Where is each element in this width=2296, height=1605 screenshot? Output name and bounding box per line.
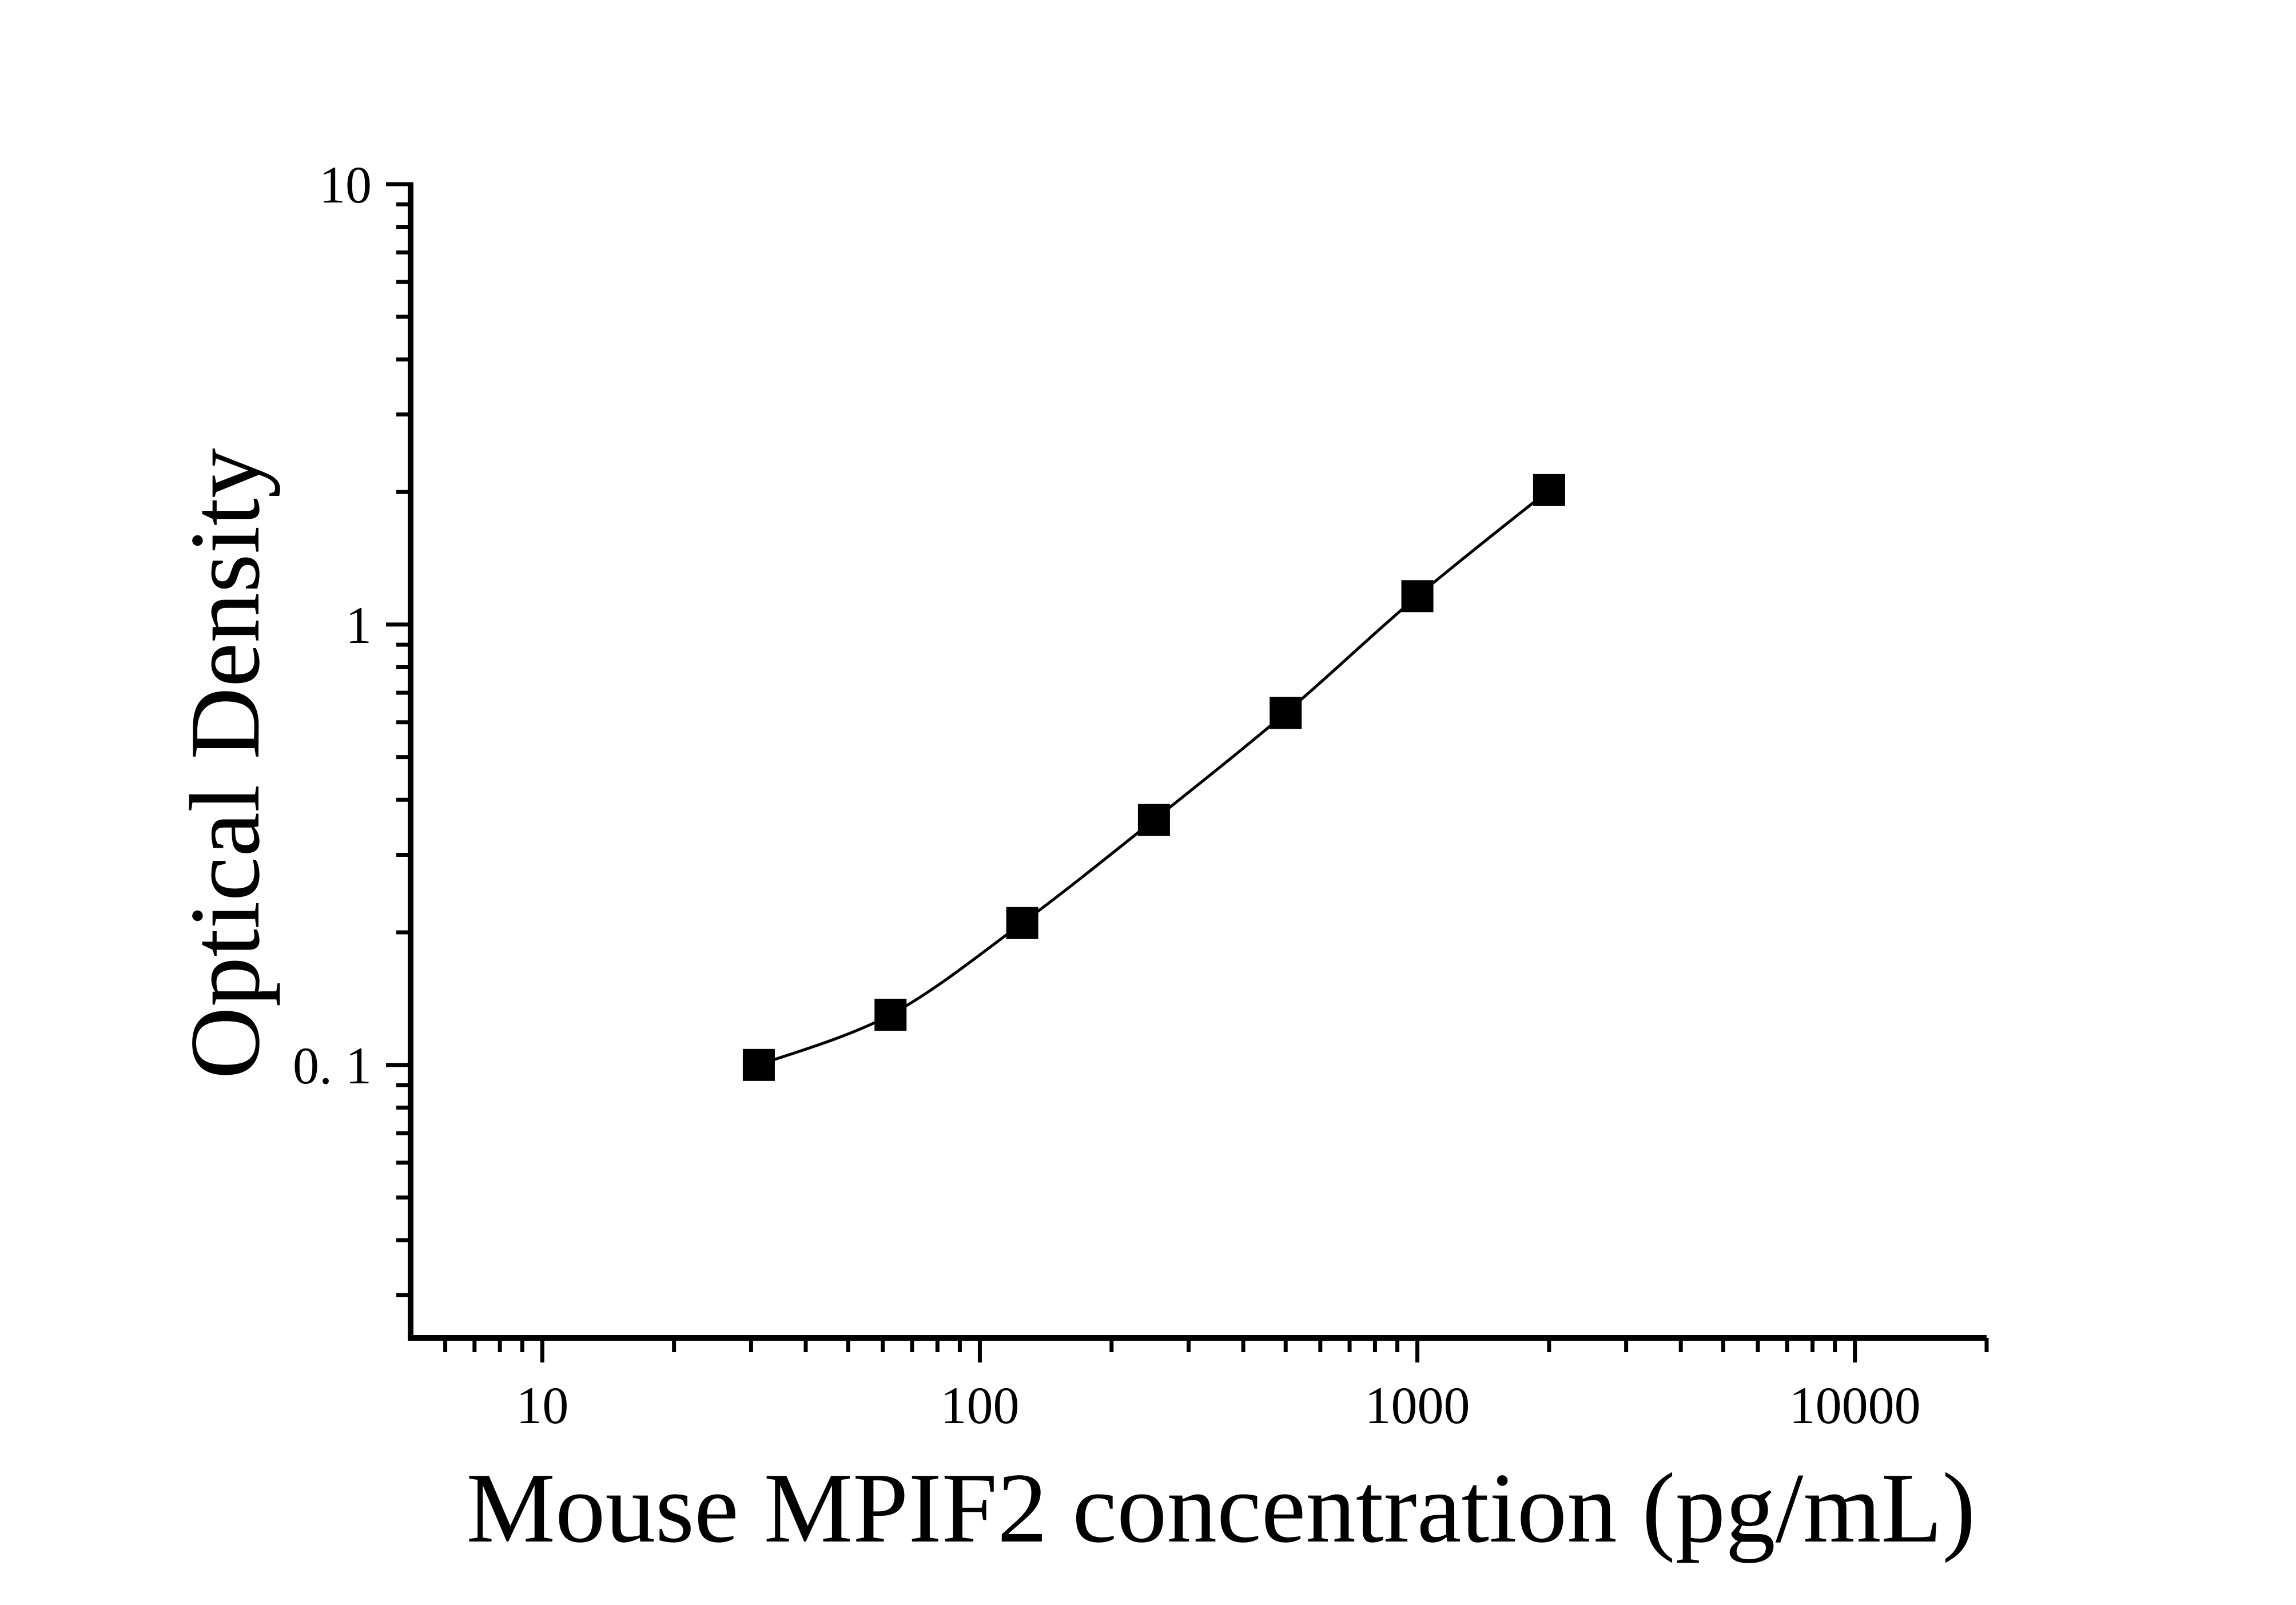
data-point-marker-62.5	[874, 999, 907, 1031]
data-point-marker-31.25	[742, 1048, 775, 1081]
data-point-marker-2000	[1533, 474, 1565, 506]
y-tick-label-10: 10	[319, 156, 372, 214]
data-point-marker-125	[1006, 907, 1038, 939]
data-point-marker-250	[1137, 804, 1170, 836]
plot-area	[386, 182, 1989, 1362]
y-axis-title: Optical Density	[169, 448, 280, 1079]
y-tick-label-1: 1	[345, 596, 372, 654]
x-tick-label-100: 100	[940, 1376, 1019, 1435]
data-point-marker-500	[1270, 697, 1302, 729]
standard-curve-line	[758, 488, 1550, 1067]
axis-frame	[408, 182, 1987, 1341]
x-axis-title: Mouse MPIF2 concentration (pg/mL)	[466, 1452, 1975, 1563]
x-tick-label-1000: 1000	[1365, 1376, 1470, 1435]
x-tick-label-10000: 10000	[1789, 1376, 1921, 1435]
data-point-marker-1000	[1401, 580, 1434, 613]
x-tick-label-10: 10	[516, 1376, 568, 1435]
y-tick-label-0-1: 0. 1	[293, 1036, 372, 1095]
